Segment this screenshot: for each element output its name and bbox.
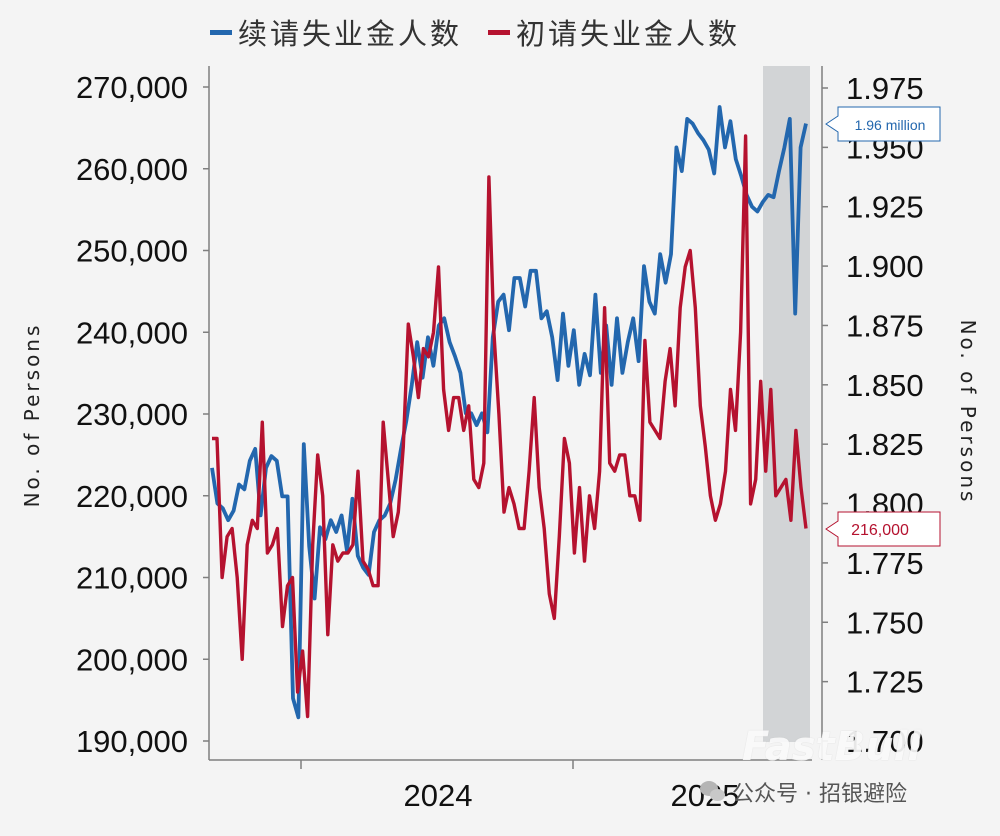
- legend-swatch-initial: [488, 29, 511, 35]
- continuing-claims-line: [210, 105, 808, 720]
- right-tick-label: 1.825: [846, 427, 924, 462]
- legend-label-continuing: 续请失业金人数: [238, 17, 463, 51]
- initial-callout-box: [825, 511, 941, 547]
- continuing-callout-label: 1.96 million: [855, 117, 926, 133]
- left-tick-label: 230,000: [76, 397, 188, 432]
- legend-swatch-continuing: [210, 29, 232, 35]
- right-tick-label: 1.925: [846, 190, 924, 225]
- watermark: FastBull: [742, 724, 922, 770]
- right-tick-label: 1.750: [846, 605, 924, 640]
- right-tick-label: 1.725: [846, 665, 924, 700]
- right-tick-label: 1.875: [846, 308, 924, 343]
- source-badge: 公众号 · 招银避险: [700, 776, 907, 808]
- right-tick-label: 1.900: [846, 249, 924, 284]
- left-tick-label: 250,000: [76, 234, 188, 269]
- right-axis-title: No. of Persons: [956, 319, 980, 505]
- wechat-icon: [700, 781, 726, 803]
- left-tick-label: 260,000: [76, 152, 188, 187]
- legend-item-initial: 初请失业金人数: [488, 11, 740, 53]
- right-tick-label: 1.850: [846, 368, 924, 403]
- legend: 续请失业金人数 初请失业金人数: [210, 12, 740, 52]
- left-tick-label: 200,000: [76, 642, 188, 677]
- left-tick-label: 220,000: [76, 479, 188, 514]
- left-tick-label: 190,000: [76, 724, 188, 759]
- source-label: 公众号 · 招银避险: [732, 782, 907, 807]
- left-axis-title: No. of Persons: [20, 322, 44, 508]
- right-tick-label: 1.775: [846, 546, 924, 581]
- right-tick-label: 1.700: [846, 724, 924, 759]
- right-tick-label: 1.975: [846, 71, 924, 106]
- left-tick-label: 270,000: [76, 70, 188, 105]
- legend-item-continuing: 续请失业金人数: [210, 11, 462, 53]
- initial-claims-line: [212, 134, 808, 719]
- x-tick-label: 2024: [404, 778, 473, 813]
- initial-callout-label: 216,000: [851, 522, 909, 539]
- left-tick-label: 210,000: [76, 561, 188, 596]
- legend-label-initial: 初请失业金人数: [516, 17, 741, 51]
- continuing-callout-box: [825, 106, 941, 142]
- left-tick-label: 240,000: [76, 315, 188, 350]
